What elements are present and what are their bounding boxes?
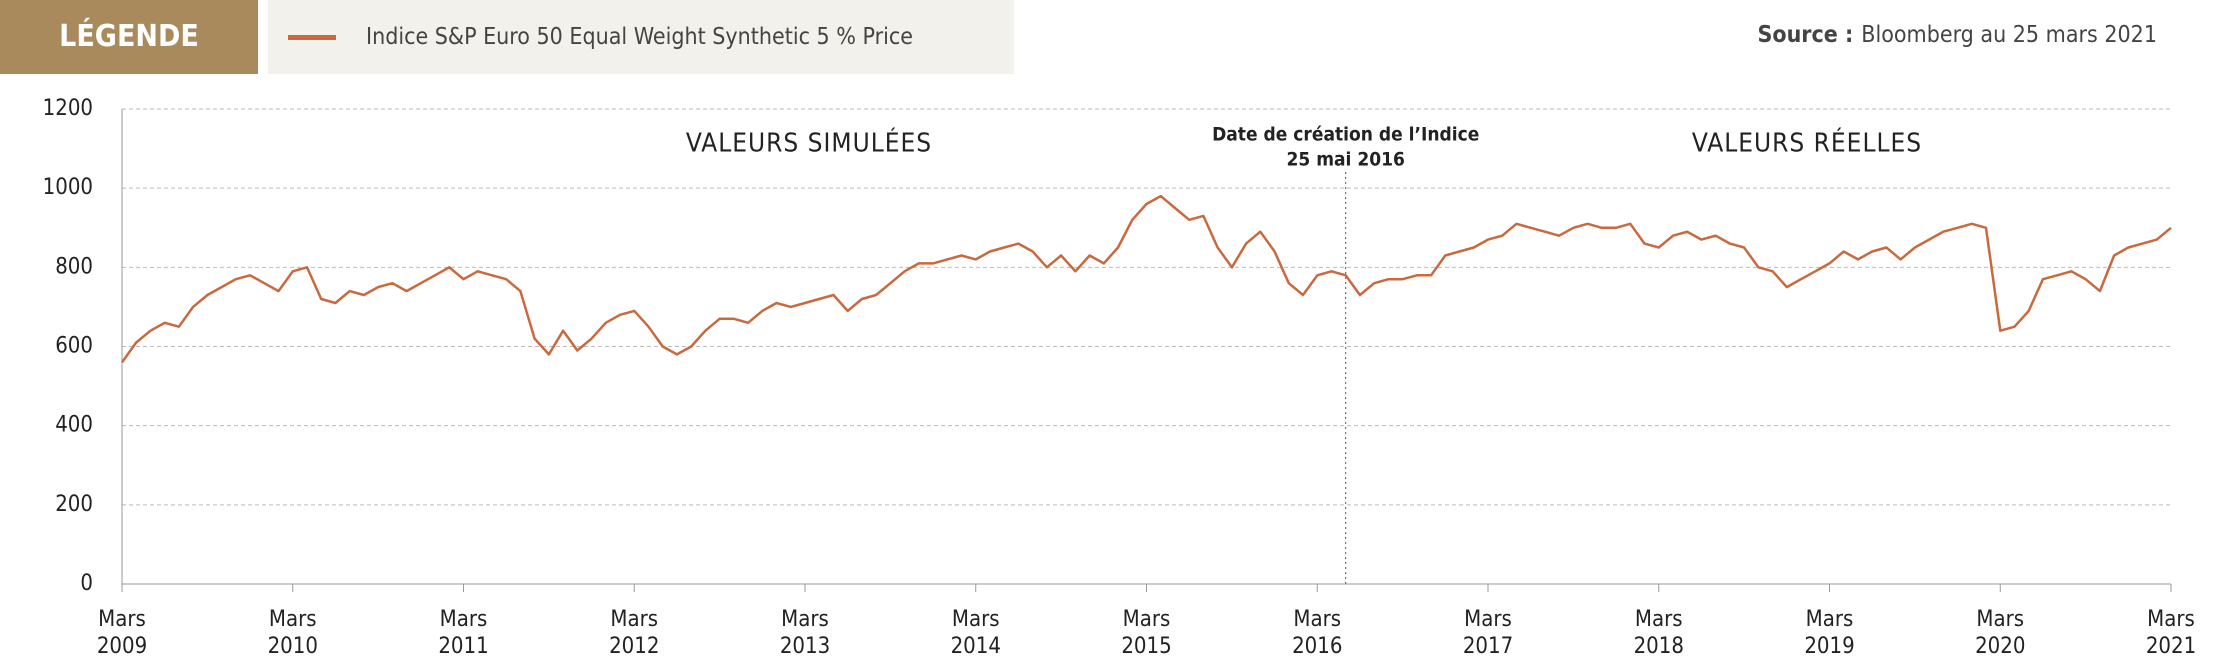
x-tick-label: Mars 2009 — [96, 607, 148, 659]
legend: Indice S&P Euro 50 Equal Weight Syntheti… — [268, 0, 1014, 74]
source: Source : Bloomberg au 25 mars 2021 — [1757, 22, 2157, 48]
y-tick-label: 800 — [55, 254, 93, 279]
x-tick-label: Mars 2020 — [1975, 607, 2026, 659]
y-tick-label: 0 — [80, 571, 93, 596]
legend-title: LÉGENDE — [0, 0, 258, 74]
x-tick-label: Mars 2017 — [1462, 607, 1514, 659]
x-tick-label: Mars 2010 — [267, 607, 318, 659]
y-tick-label: 600 — [55, 334, 93, 359]
annotation: VALEURS SIMULÉES — [686, 127, 932, 159]
x-tick-label: Mars 2016 — [1292, 607, 1343, 659]
x-tick-label: Mars 2014 — [950, 607, 1001, 659]
annotation: VALEURS RÉELLES — [1692, 127, 1922, 159]
y-tick-label: 200 — [55, 492, 93, 517]
legend-swatch — [288, 34, 336, 40]
x-tick-label: Mars 2015 — [1121, 607, 1172, 659]
x-tick-label: Mars 2018 — [1633, 607, 1684, 659]
series-line — [120, 194, 2172, 364]
x-tick-label: Mars 2012 — [609, 607, 660, 659]
marker-label: 25 mai 2016 — [1286, 149, 1404, 171]
source-label: Source : — [1757, 22, 1854, 48]
source-text: Bloomberg au 25 mars 2021 — [1861, 22, 2157, 48]
x-tick-label: Mars 2019 — [1804, 607, 1855, 659]
x-tick-label: Mars 2011 — [438, 607, 489, 659]
legend-entry: Indice S&P Euro 50 Equal Weight Syntheti… — [366, 24, 913, 50]
x-tick-label: Mars 2013 — [779, 607, 831, 659]
x-tick-label: Mars 2021 — [2145, 607, 2197, 659]
y-tick-label: 1200 — [43, 96, 93, 121]
y-tick-label: 1000 — [43, 175, 93, 200]
y-tick-label: 400 — [55, 413, 93, 438]
marker-label: Date de création de l’Indice — [1212, 124, 1479, 146]
